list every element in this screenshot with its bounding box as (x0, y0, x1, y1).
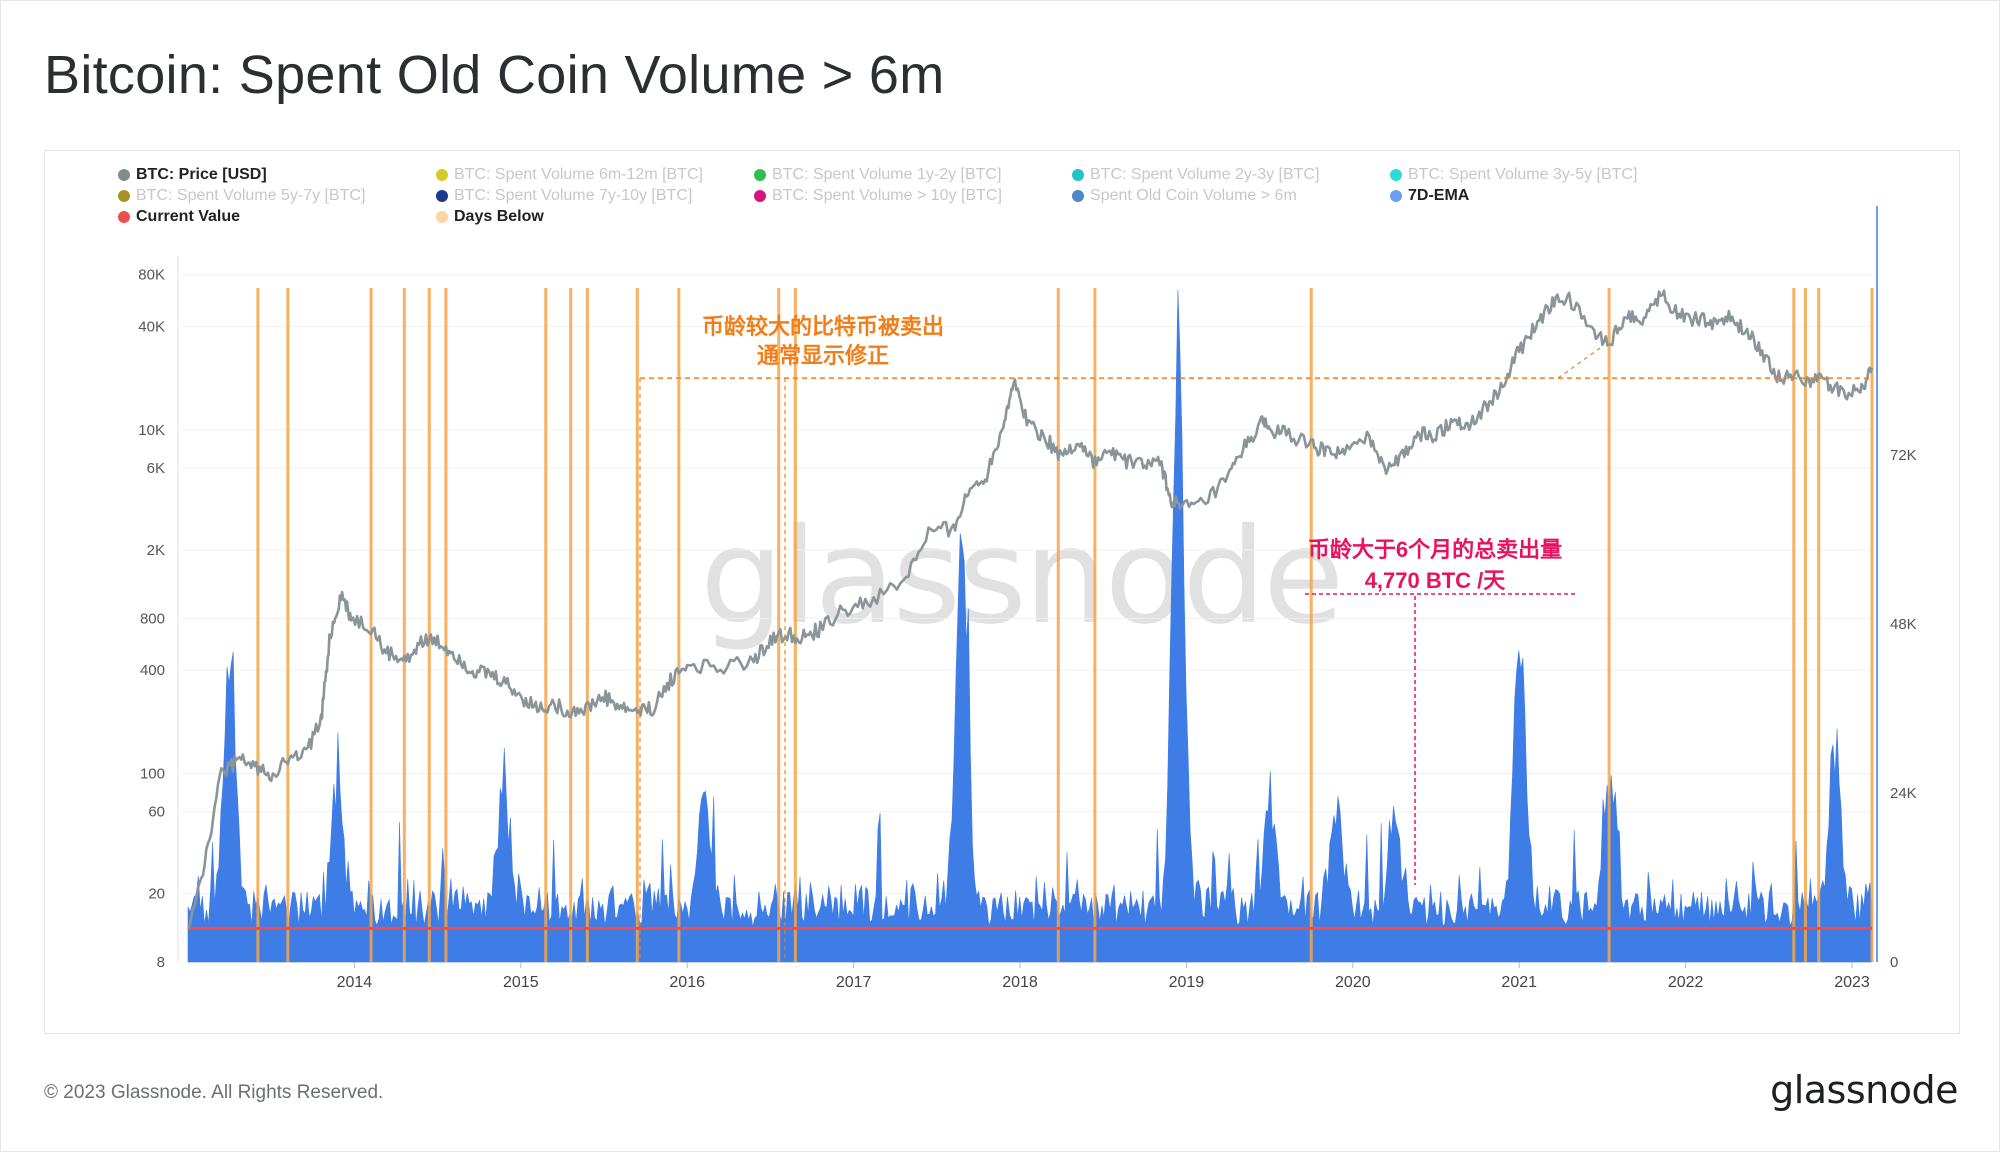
y-left-tick-label: 10K (138, 422, 165, 439)
legend-dot-icon (1072, 169, 1084, 181)
x-tick-label: 2017 (836, 974, 872, 991)
legend-label: BTC: Spent Volume 6m-12m [BTC] (454, 166, 703, 183)
legend-dot-icon (118, 211, 130, 223)
annotation-orange: 币龄较大的比特币被卖出 通常显示修正 (668, 312, 978, 370)
days-below-band (1817, 288, 1821, 962)
copyright-footer: © 2023 Glassnode. All Rights Reserved. (44, 1082, 384, 1103)
x-tick-label: 2020 (1335, 974, 1371, 991)
chart-legend: BTC: Price [USD] BTC: Spent Volume 6m-12m… (72, 166, 1772, 230)
price-line (186, 289, 1874, 930)
legend-dot-icon (1072, 190, 1084, 202)
days-below-band (1792, 288, 1796, 962)
legend-item[interactable]: BTC: Spent Volume 7y-10y [BTC] (436, 187, 692, 205)
legend-dot-icon (1390, 169, 1402, 181)
legend-item[interactable]: BTC: Spent Volume 5y-7y [BTC] (118, 187, 365, 205)
days-below-band (369, 288, 373, 962)
legend-item[interactable]: BTC: Spent Volume 3y-5y [BTC] (1390, 166, 1637, 184)
legend-item[interactable]: Spent Old Coin Volume > 6m (1072, 187, 1297, 205)
x-tick-label: 2018 (1002, 974, 1038, 991)
y-left-tick-label: 6K (147, 460, 165, 477)
legend-dot-icon (436, 169, 448, 181)
days-below-band (585, 288, 589, 962)
x-tick-label: 2015 (503, 974, 539, 991)
y-left-tick-label: 8 (157, 954, 165, 971)
annotation-orange-line1: 币龄较大的比特币被卖出 (701, 314, 944, 339)
days-below-band (286, 288, 290, 962)
days-below-band (402, 288, 406, 962)
legend-dot-icon (118, 190, 130, 202)
annotation-leader-line (1557, 347, 1601, 379)
days-below-band (635, 288, 639, 962)
legend-item[interactable]: BTC: Spent Volume > 10y [BTC] (754, 187, 1002, 205)
volume-area (187, 289, 1873, 963)
y-left-tick-label: 40K (138, 318, 165, 335)
days-below-band (1056, 288, 1060, 962)
days-below-band (1870, 288, 1874, 962)
legend-dot-icon (118, 169, 130, 181)
y-right-tick-label: 24K (1890, 785, 1917, 802)
annotation-pink-line2: 4,770 BTC /天 (1364, 568, 1506, 593)
legend-label: Current Value (136, 208, 241, 225)
legend-label: BTC: Spent Volume 5y-7y [BTC] (136, 187, 366, 204)
legend-label: BTC: Spent Volume 2y-3y [BTC] (1090, 166, 1320, 183)
legend-label: BTC: Spent Volume 7y-10y [BTC] (454, 187, 693, 204)
y-right-tick-label: 0 (1890, 954, 1898, 971)
y-left-tick-label: 100 (140, 766, 165, 783)
legend-dot-icon (754, 169, 766, 181)
page-title: Bitcoin: Spent Old Coin Volume > 6m (44, 45, 945, 105)
days-below-band (1803, 288, 1807, 962)
glassnode-logo[interactable]: glassnode (1770, 1068, 1958, 1112)
legend-dot-icon (436, 190, 448, 202)
legend-label: 7D-EMA (1408, 187, 1470, 204)
legend-item[interactable]: BTC: Spent Volume 6m-12m [BTC] (436, 166, 703, 184)
legend-label: BTC: Spent Volume 3y-5y [BTC] (1408, 166, 1638, 183)
x-tick-label: 2014 (337, 974, 373, 991)
days-below-band (256, 288, 260, 962)
legend-label: BTC: Spent Volume > 10y [BTC] (772, 187, 1002, 204)
legend-label: BTC: Price [USD] (136, 166, 267, 183)
y-left-tick-label: 60 (148, 804, 165, 821)
legend-item[interactable]: BTC: Spent Volume 2y-3y [BTC] (1072, 166, 1319, 184)
days-below-band (444, 288, 448, 962)
y-left-tick-label: 20 (148, 886, 165, 903)
x-tick-label: 2016 (669, 974, 705, 991)
x-tick-label: 2022 (1668, 974, 1704, 991)
days-below-band (1093, 288, 1097, 962)
y-left-tick-label: 80K (138, 267, 165, 284)
legend-dot-icon (754, 190, 766, 202)
legend-label: Spent Old Coin Volume > 6m (1090, 187, 1297, 204)
legend-label: BTC: Spent Volume 1y-2y [BTC] (772, 166, 1002, 183)
legend-item[interactable]: Days Below (436, 208, 544, 226)
legend-item[interactable]: Current Value (118, 208, 240, 226)
days-below-band (427, 288, 431, 962)
days-below-band (777, 288, 781, 962)
days-below-band (677, 288, 681, 962)
x-tick-label: 2019 (1169, 974, 1205, 991)
days-below-band (1607, 288, 1611, 962)
legend-dot-icon (1390, 190, 1402, 202)
x-tick-label: 2021 (1501, 974, 1537, 991)
days-below-band (569, 288, 573, 962)
legend-label: Days Below (454, 208, 544, 225)
y-left-tick-label: 2K (147, 542, 165, 559)
y-left-tick-label: 800 (140, 610, 165, 627)
y-right-tick-label: 48K (1890, 616, 1917, 633)
y-right-tick-label: 72K (1890, 447, 1917, 464)
y-left-tick-label: 400 (140, 662, 165, 679)
legend-dot-icon (436, 211, 448, 223)
chart-container (44, 150, 1960, 1034)
days-below-band (1309, 288, 1313, 962)
annotation-pink: 币龄大于6个月的总卖出量 4,770 BTC /天 (1280, 534, 1590, 596)
legend-item[interactable]: BTC: Spent Volume 1y-2y [BTC] (754, 166, 1001, 184)
legend-item[interactable]: BTC: Price [USD] (118, 166, 267, 184)
days-below-band (544, 288, 548, 962)
days-below-band (793, 288, 797, 962)
legend-item[interactable]: 7D-EMA (1390, 187, 1469, 205)
annotation-pink-line1: 币龄大于6个月的总卖出量 (1307, 537, 1563, 562)
x-tick-label: 2023 (1834, 974, 1870, 991)
annotation-orange-line2: 通常显示修正 (756, 343, 889, 368)
